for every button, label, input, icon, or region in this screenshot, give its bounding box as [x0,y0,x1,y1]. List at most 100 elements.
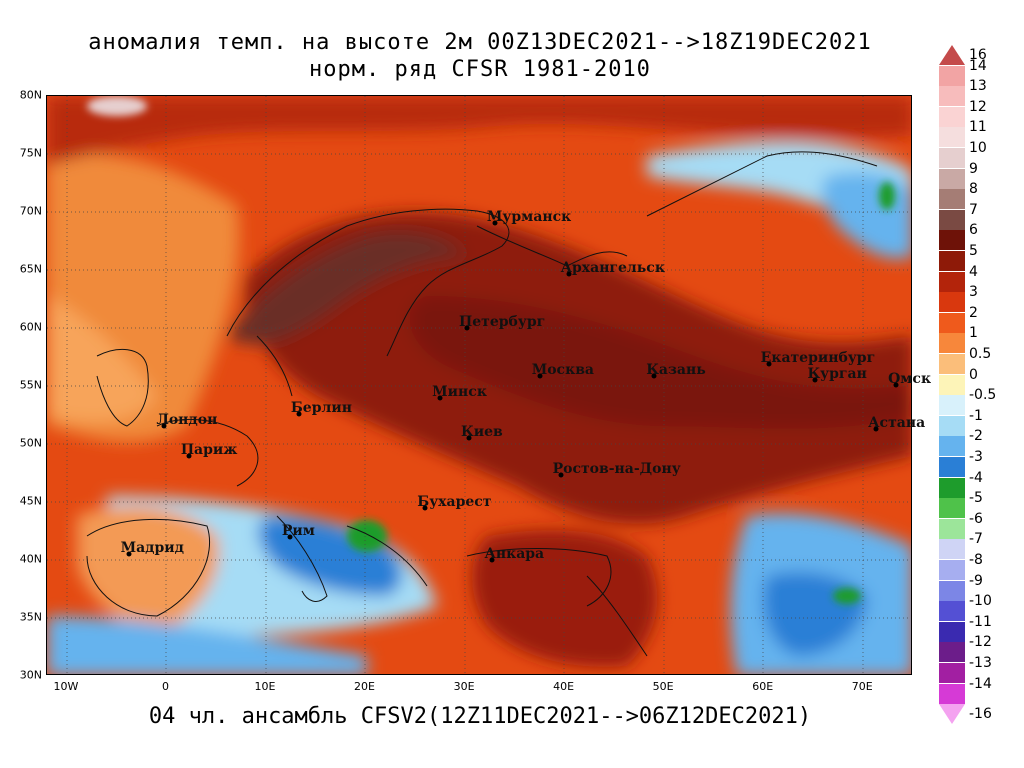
legend-swatch [939,148,965,168]
yamal-green-patch [879,182,895,210]
legend-max-arrow [939,45,965,65]
city-label: Омск [888,371,932,388]
atlantic-light-region [47,296,157,422]
city-label: Лондон [156,411,218,428]
city-label: Париж [180,442,238,459]
legend-label: -13 [969,655,992,671]
city-marker [422,505,428,511]
city-label: Астана [868,415,926,432]
city-marker [893,382,899,388]
lat-tick-label: 80N [19,88,42,102]
legend-swatch [939,663,965,683]
legend-label: 7 [969,201,978,218]
legend-label: 9 [969,160,978,177]
legend-label: 4 [969,263,978,280]
legend-label: -4 [969,469,983,486]
lon-tick-label: 40E [553,680,575,693]
legend-label: 0 [969,366,978,383]
scandinavia-warm-peak [227,232,467,345]
legend-swatch [939,498,965,519]
city-marker [161,423,167,429]
legend-label: -5 [969,490,983,507]
map-subtitle: норм. ряд CFSR 1981-2010 [309,57,651,82]
city-marker [296,411,302,417]
legend-swatch [939,333,965,354]
city-label: Киев [461,423,503,440]
lon-tick-label: 70E [851,680,873,693]
legend-label: -11 [969,613,992,630]
city-marker [566,271,572,277]
lat-tick-label: 75N [19,146,42,160]
legend-swatch [939,354,965,374]
legend-swatch [939,642,965,663]
city-marker [492,220,498,226]
legend-swatch [939,127,965,148]
greenland-pale-patch [87,96,147,116]
legend-label: 2 [969,304,978,321]
extreme-warm-core [409,296,911,429]
anatolia-warm [472,530,658,667]
legend-label: -7 [969,531,983,548]
lat-tick-label: 45N [19,494,42,508]
legend-swatch [939,580,965,601]
legend-swatch [939,374,965,395]
legend-label: 13 [969,78,987,95]
lon-tick-label: 0 [161,680,169,693]
lat-tick-label: 70N [19,204,42,218]
legend-swatch [939,230,965,251]
city-label: Мурманск [486,208,572,225]
legend-label: 6 [969,222,978,239]
legend-label: 14 [969,57,987,74]
city-marker [558,472,564,478]
legend-label: -10 [969,593,992,610]
city-marker [466,435,472,441]
city-marker [186,453,192,459]
legend-swatch [939,560,965,580]
city-label: Рим [281,522,315,539]
legend-label: 16 [969,47,987,63]
legend-swatch [939,477,965,498]
legend-label: -0.5 [969,387,997,404]
lon-tick-label: 20E [354,680,375,693]
iberia-mild [77,505,219,636]
legend-swatch [939,457,965,477]
city-label: Минск [432,383,487,400]
legend-swatch [939,539,965,560]
city-marker [651,373,657,379]
city-marker [437,395,443,401]
lat-tick-label: 50N [19,436,42,450]
legend-label: -12 [969,634,992,651]
legend-label: 12 [969,98,987,115]
lat-tick-label: 65N [19,262,42,276]
legend-label: 1 [969,325,978,342]
legend-label: -3 [969,449,983,465]
balkans-green-patch [347,520,387,552]
legend-label: -2 [969,428,983,445]
city-label: Петербург [459,313,546,330]
legend-swatch [939,436,965,457]
legend-swatch [939,395,965,416]
city-marker [873,426,879,432]
city-label: Казань [646,361,706,378]
lat-tick-label: 35N [19,610,42,624]
city-marker [489,557,495,563]
lon-tick-label: 10E [254,680,276,693]
city-label: Курган [807,365,867,382]
anomaly-map [46,95,912,675]
north-africa-cool [47,616,367,674]
city-label: Екатеринбург [760,349,876,366]
lat-tick-label: 30N [19,668,42,682]
map-footer: 04 чл. ансамбль CFSV2(12Z11DEC2021-->06Z… [148,704,812,729]
lat-tick-label: 60N [19,320,42,334]
legend-label: -6 [969,510,983,527]
legend-label: -16 [969,706,992,723]
legend-label: 0.5 [969,346,992,362]
lat-tick-label: 55N [19,378,42,392]
lon-tick-label: 50E [652,680,674,693]
legend-swatch [939,415,965,436]
legend-label: -9 [969,572,983,589]
legend-swatch [939,168,965,189]
anomaly-field [47,96,911,674]
legend-swatch [939,518,965,539]
color-legend: 16 14 13 12 11 10 9 8 7 6 5 4 3 2 1 0.5 0 -0.5 -1 -2 -3 -4 -5 -… [935,45,1024,725]
